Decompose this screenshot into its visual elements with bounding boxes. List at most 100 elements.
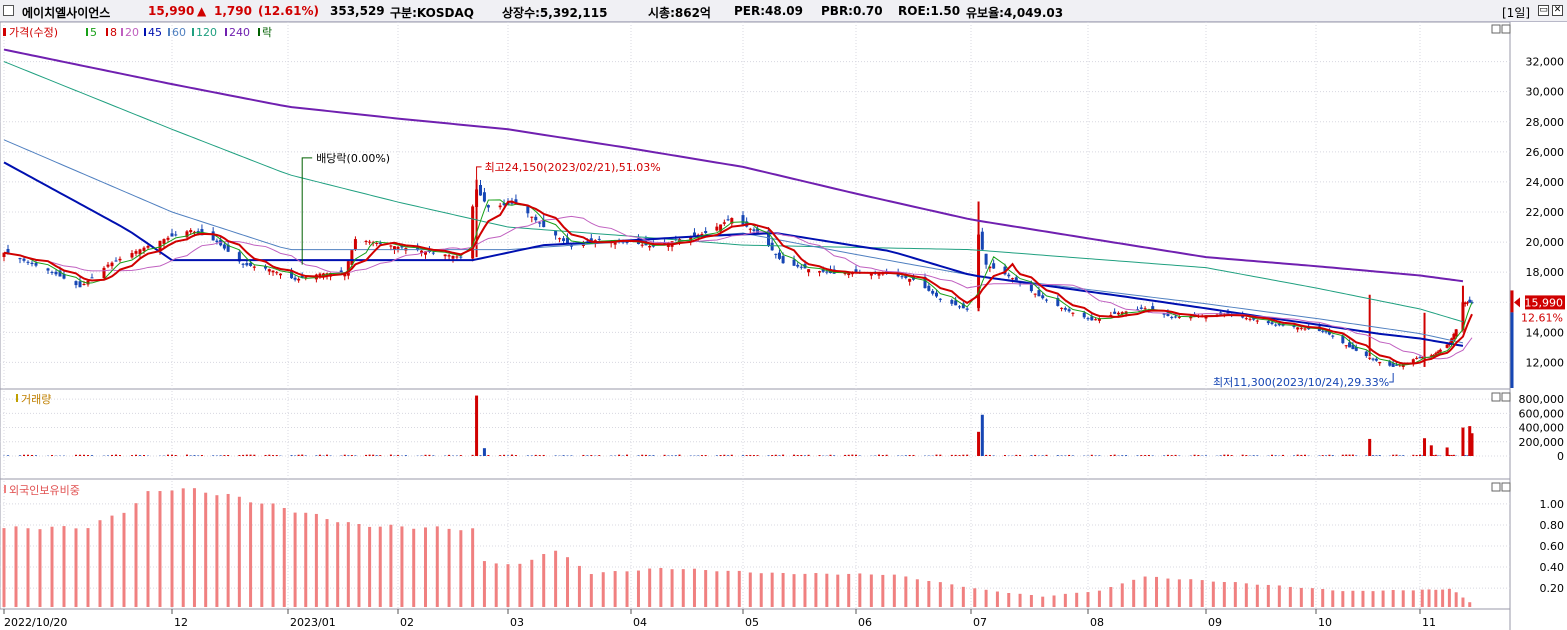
candle-body <box>375 242 379 244</box>
candle-body <box>1415 357 1419 359</box>
volume-bar <box>1140 455 1143 456</box>
candle-body <box>482 192 486 202</box>
candle-body <box>722 222 726 224</box>
maximize-icon[interactable]: ▭ <box>1538 5 1549 16</box>
volume-bar <box>1348 454 1351 456</box>
volume-bar <box>1056 455 1059 456</box>
candle-body <box>526 206 530 214</box>
volume-bar <box>1071 455 1074 456</box>
foreign-ratio-bar <box>613 571 617 607</box>
candle-body <box>1274 324 1278 326</box>
pane-control-icon <box>1491 482 1501 492</box>
volume-bar <box>881 455 884 456</box>
volume-tick-label: 400,000 <box>1519 422 1565 435</box>
volume-bar <box>1041 455 1044 456</box>
foreign-ratio-bar <box>1029 594 1033 607</box>
candle-body <box>279 273 283 276</box>
candle-body <box>471 206 475 259</box>
volume-spike-bar <box>482 448 486 456</box>
volume-bar <box>678 454 681 456</box>
candle-body <box>514 199 518 203</box>
candle-body <box>26 261 30 263</box>
candle-body <box>1292 325 1296 327</box>
legend-marker <box>4 485 6 493</box>
foreign-ratio-bar <box>1075 592 1079 607</box>
foreign-ratio-bar <box>927 580 931 607</box>
foreign-ratio-bar <box>1063 593 1067 607</box>
candle-body <box>339 270 343 273</box>
volume-bar <box>1450 454 1453 456</box>
foreign-ratio-bar <box>1310 588 1314 607</box>
foreign-ratio-bar <box>1132 579 1136 607</box>
candle-body <box>958 306 961 308</box>
candle-body <box>1248 318 1252 320</box>
candle-body <box>1411 359 1415 365</box>
close-icon[interactable]: ✕ <box>1552 5 1563 16</box>
stock-name: 에이치엘사이언스 <box>22 6 111 20</box>
candle-body <box>58 270 62 277</box>
volume-bar <box>139 455 141 456</box>
volume-bar <box>174 455 177 456</box>
candle-body <box>400 245 404 248</box>
foreign-ratio-bar <box>748 572 752 607</box>
candle-body <box>1418 357 1422 359</box>
volume-bar <box>424 454 427 456</box>
foreign-ratio-bar <box>892 574 896 607</box>
volume-bar <box>326 454 329 456</box>
foreign-ratio-bar <box>825 573 829 607</box>
foreign-ratio-bar <box>858 573 862 607</box>
price-tick-label: 26,000 <box>1526 146 1565 159</box>
foreign-ratio-bar <box>1109 587 1113 607</box>
candle-body <box>134 251 138 254</box>
foreign-ratio-bar <box>459 530 463 607</box>
foreign-pane <box>0 478 1511 610</box>
volume-bar <box>749 454 752 456</box>
candle-body <box>961 303 965 309</box>
foreign-ratio-bar <box>325 519 329 607</box>
foreign-ratio-bar <box>50 526 54 607</box>
candle-body <box>704 231 708 234</box>
candle-body <box>300 275 304 278</box>
volume-bar <box>851 454 854 456</box>
foreign-ratio-bar <box>1018 593 1022 607</box>
volume-bar <box>249 454 252 456</box>
candle-body <box>1270 322 1274 324</box>
foreign-ratio-bar <box>471 528 475 607</box>
foreign-ratio-bar <box>973 588 977 607</box>
candle-body <box>353 239 357 250</box>
foreign-ratio-bar <box>554 550 558 607</box>
candle-body <box>237 252 241 262</box>
volume-bar <box>143 454 145 456</box>
foreign-ratio-bar <box>869 574 873 607</box>
volume-bar <box>372 454 375 456</box>
foreign-ratio-bar <box>625 571 629 607</box>
candle-body <box>881 273 885 275</box>
candle-body <box>1296 327 1300 330</box>
volume-bar <box>347 455 350 456</box>
foreign-ratio-bar <box>1461 597 1465 607</box>
select-checkbox[interactable] <box>3 5 14 16</box>
foreign-ratio-bar <box>566 557 570 607</box>
volume-bar <box>1034 454 1037 456</box>
candle-body <box>50 271 54 273</box>
volume-bar <box>318 454 321 456</box>
foreign-ratio-bar <box>759 573 763 607</box>
volume-bar <box>1170 455 1173 456</box>
volume-bar <box>530 455 533 456</box>
volume-bar <box>663 454 666 456</box>
candle-body <box>1056 298 1060 306</box>
ma120-line <box>3 61 1464 323</box>
volume-bar <box>315 455 318 456</box>
period-selector[interactable]: [1일] <box>1502 6 1531 20</box>
volume-bar <box>774 454 777 456</box>
volume-bar <box>818 455 821 456</box>
candle-body <box>318 273 322 277</box>
candle-body <box>1097 318 1101 321</box>
foreign-ratio-bar <box>447 528 451 607</box>
volume-bar <box>652 455 655 456</box>
volume-bar <box>479 455 482 456</box>
volume-bar <box>471 454 474 456</box>
volume-bar <box>1163 455 1166 456</box>
candle-body <box>459 256 463 258</box>
foreign-ratio-bar <box>336 522 340 607</box>
